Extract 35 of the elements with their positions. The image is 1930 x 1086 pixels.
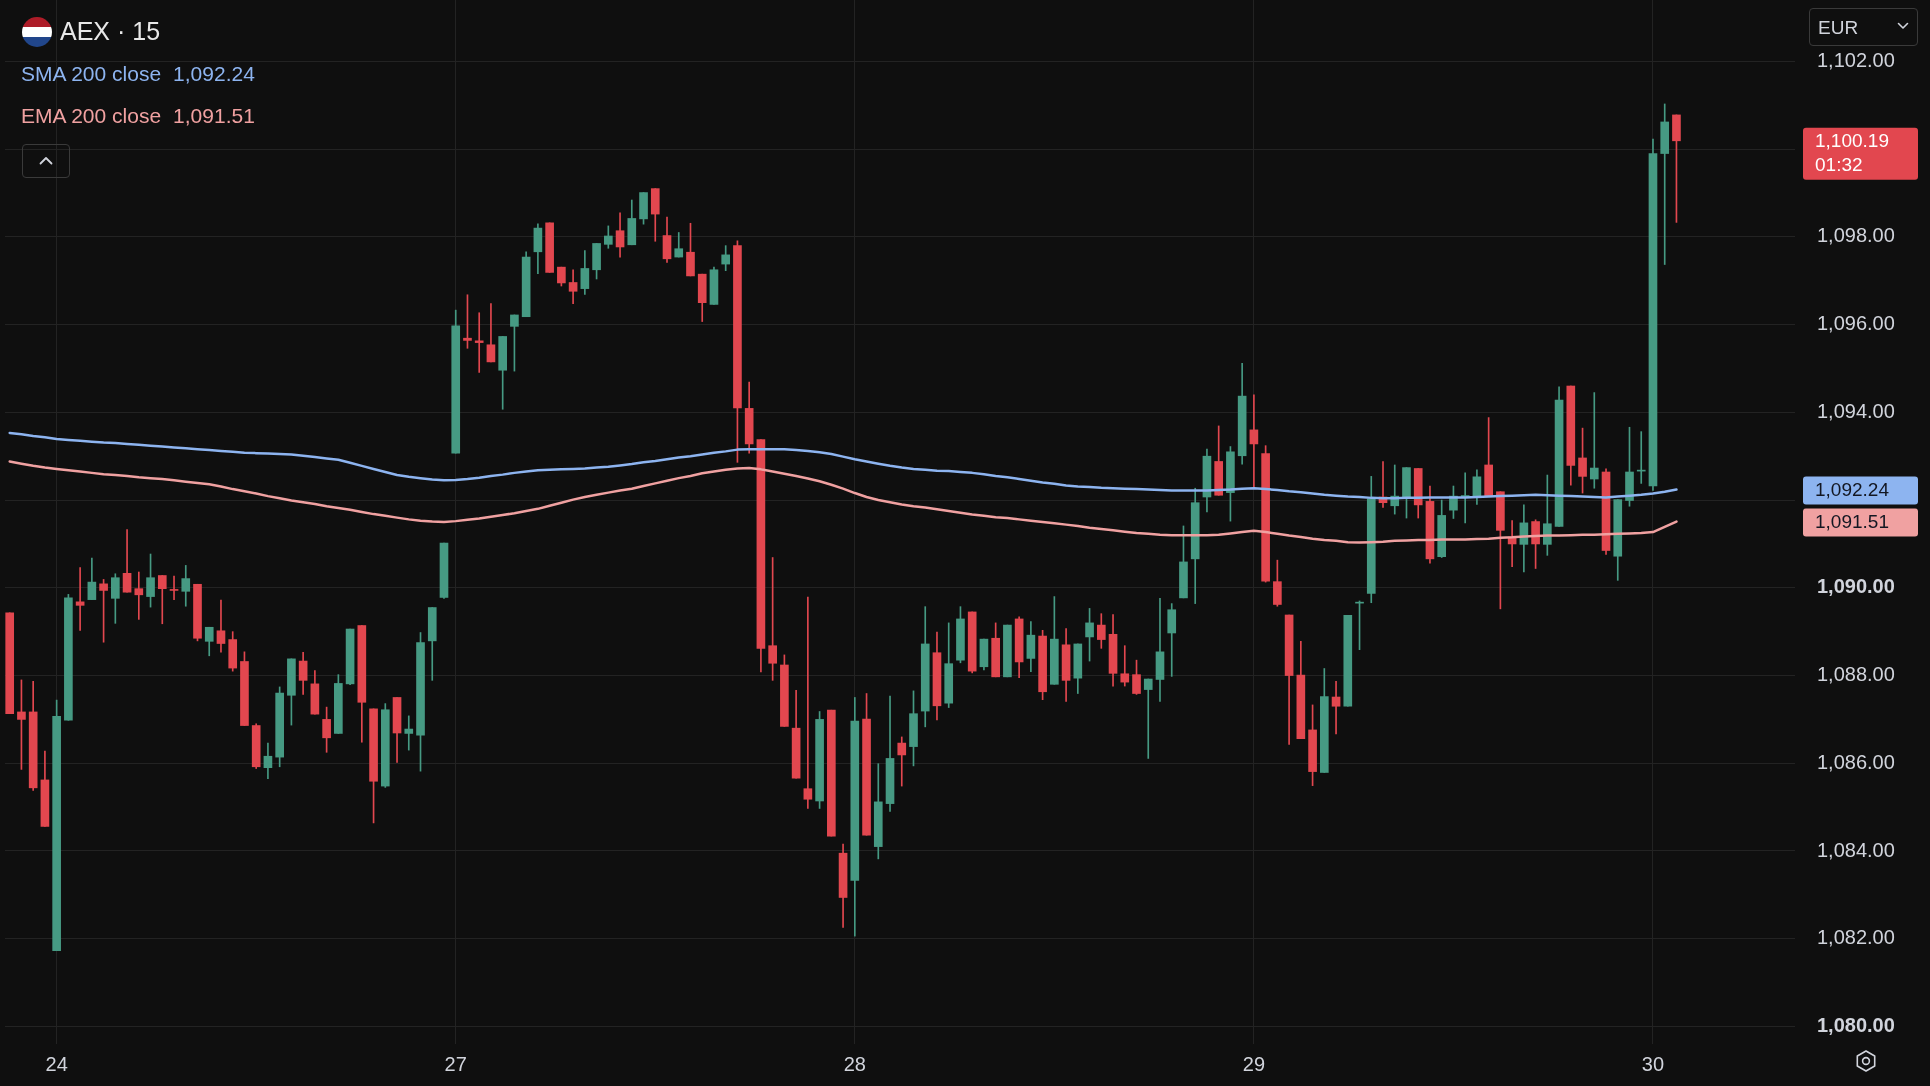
text: 1,091.51 <box>1815 510 1889 532</box>
y-tick-label: 1,084.00 <box>1817 838 1895 861</box>
y-tick-label: 1,096.00 <box>1817 312 1895 335</box>
annotation: 1,092.24 <box>173 62 255 85</box>
y-tick-label: 1,082.00 <box>1817 926 1895 949</box>
x-tick-label: 29 <box>1242 1052 1266 1075</box>
y-tick-label: 1,098.00 <box>1817 224 1895 247</box>
candlestick <box>1589 392 1599 489</box>
x-tick-label: 24 <box>45 1052 68 1075</box>
y-axis-title: EUR <box>1818 17 1859 38</box>
legend-label: SMA 200 close <box>21 62 162 85</box>
y-tick-label: 1,080.00 <box>1817 1013 1895 1036</box>
candlestick <box>404 715 414 751</box>
candlestick <box>803 596 813 809</box>
y-tick-label: 1,094.00 <box>1817 399 1895 422</box>
text: EMA 200 close <box>21 104 162 127</box>
text: 1,092.24 <box>1815 478 1889 500</box>
text: 1,100.19 <box>1815 130 1889 152</box>
y-tick-label: 1,090.00 <box>1817 575 1895 598</box>
candlestick <box>1120 645 1130 687</box>
text: 01:32 <box>1815 154 1863 176</box>
y-tick-label: 1,086.00 <box>1817 750 1895 773</box>
candlestick <box>1331 680 1341 735</box>
annotation: 1,091.51 <box>173 104 255 127</box>
x-tick-label: 30 <box>1641 1052 1665 1075</box>
text: AEX · 15 <box>60 17 161 45</box>
currency-dropdown: EUR <box>1809 8 1918 46</box>
candlestick <box>169 575 179 600</box>
x-tick-label: 28 <box>843 1052 866 1075</box>
candlestick <box>1660 103 1670 265</box>
y-tick-label: 1,088.00 <box>1817 663 1895 686</box>
x-tick-label: 27 <box>444 1052 467 1075</box>
candlestick <box>1143 678 1153 759</box>
y-tick-label: 1,102.00 <box>1817 48 1895 71</box>
candlestick <box>134 571 144 620</box>
